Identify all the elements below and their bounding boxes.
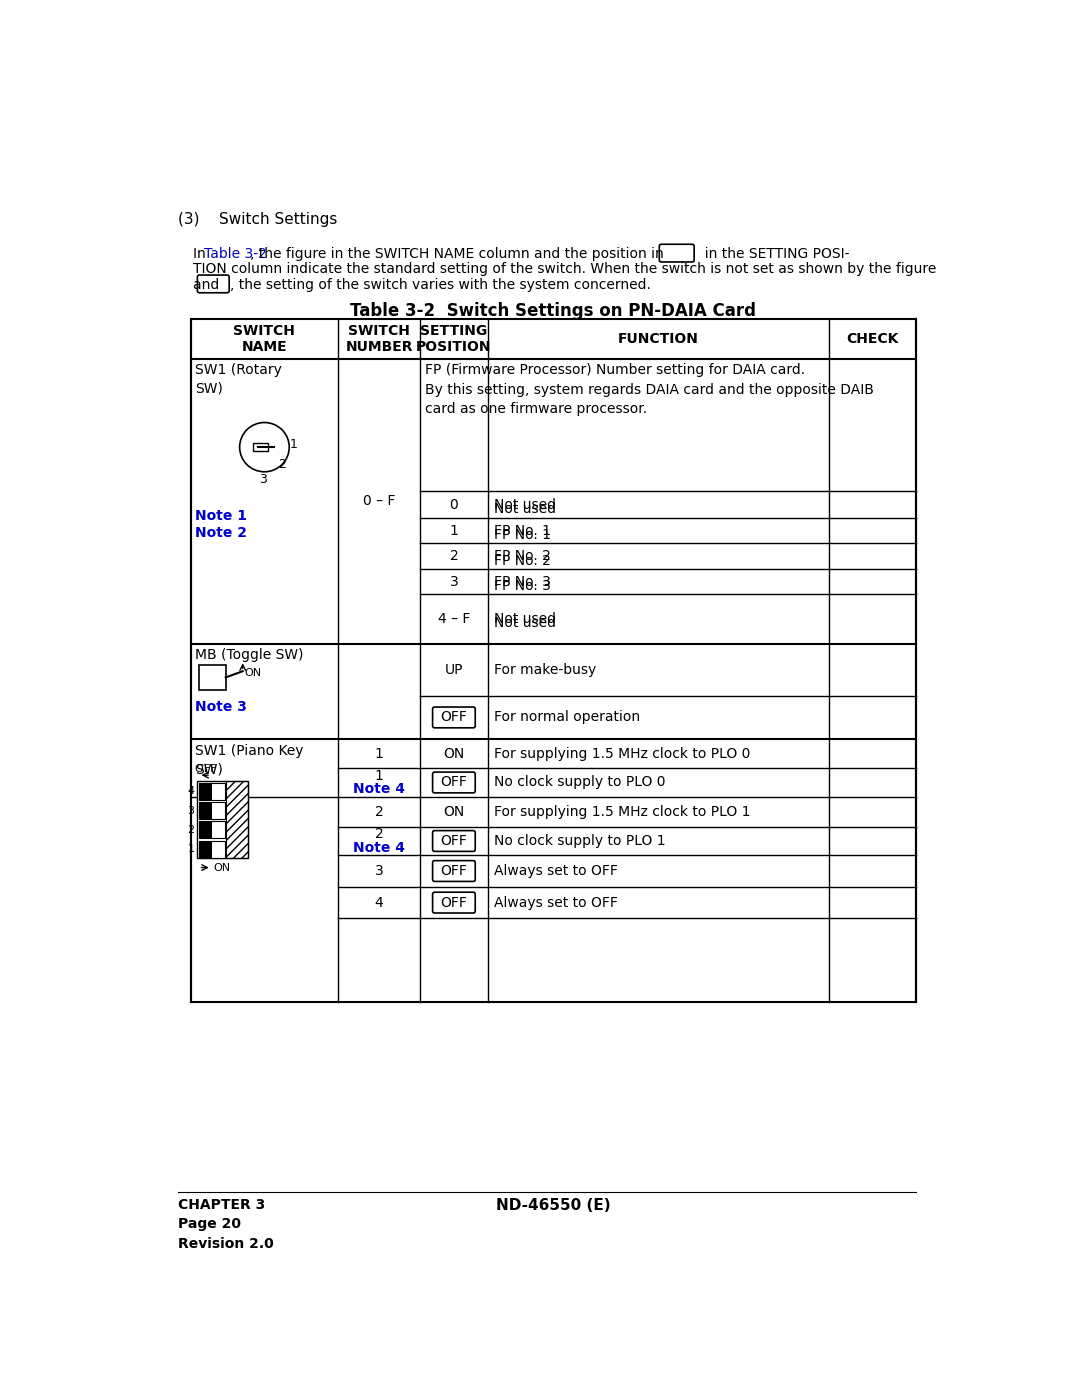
FancyBboxPatch shape <box>433 707 475 728</box>
Text: 2: 2 <box>449 549 458 563</box>
FancyBboxPatch shape <box>659 244 694 263</box>
Text: For supplying 1.5 MHz clock to PLO 1: For supplying 1.5 MHz clock to PLO 1 <box>494 805 751 819</box>
Text: 1: 1 <box>291 437 298 451</box>
Text: OFF: OFF <box>441 863 468 879</box>
Text: For normal operation: For normal operation <box>494 711 640 725</box>
Text: 3: 3 <box>449 574 458 588</box>
Text: , the figure in the SWITCH NAME column and the position in: , the figure in the SWITCH NAME column a… <box>249 247 663 261</box>
Text: Not used: Not used <box>494 502 556 515</box>
Text: MB (Toggle SW): MB (Toggle SW) <box>195 648 303 662</box>
Text: 3: 3 <box>375 863 383 879</box>
Text: For supplying 1.5 MHz clock to PLO 0: For supplying 1.5 MHz clock to PLO 0 <box>494 746 751 760</box>
FancyBboxPatch shape <box>433 861 475 882</box>
Text: UP: UP <box>445 662 463 676</box>
Text: FP No. 1: FP No. 1 <box>494 528 551 542</box>
Text: SETTING
POSITION: SETTING POSITION <box>416 324 491 353</box>
Text: SW1 (Piano Key
SW): SW1 (Piano Key SW) <box>195 743 303 775</box>
Text: CHECK: CHECK <box>847 332 899 346</box>
FancyBboxPatch shape <box>433 893 475 914</box>
Text: Not used: Not used <box>494 616 556 630</box>
Text: OFF: OFF <box>195 764 220 774</box>
Text: ND-46550 (E): ND-46550 (E) <box>496 1197 611 1213</box>
Text: , the setting of the switch varies with the system concerned.: , the setting of the switch varies with … <box>230 278 650 292</box>
Text: Not used: Not used <box>494 497 556 511</box>
Text: FUNCTION: FUNCTION <box>618 332 699 346</box>
Text: Table 3-2  Switch Settings on PN-DAIA Card: Table 3-2 Switch Settings on PN-DAIA Car… <box>351 302 756 320</box>
Text: 1: 1 <box>375 768 383 782</box>
Text: Always set to OFF: Always set to OFF <box>494 863 618 879</box>
Text: SWITCH
NAME: SWITCH NAME <box>233 324 295 353</box>
Text: SW1 (Rotary
SW): SW1 (Rotary SW) <box>195 363 282 395</box>
Text: ON: ON <box>213 862 230 873</box>
Bar <box>253 443 268 451</box>
FancyBboxPatch shape <box>433 831 475 851</box>
Text: 1: 1 <box>188 844 194 854</box>
Text: SWITCH
NUMBER: SWITCH NUMBER <box>346 324 413 353</box>
Bar <box>199 665 226 690</box>
Text: and: and <box>193 278 228 292</box>
Text: FP (Firmware Processor) Number setting for DAIA card.
By this setting, system re: FP (Firmware Processor) Number setting f… <box>424 363 874 416</box>
Bar <box>197 781 248 858</box>
Text: OFF: OFF <box>441 834 468 848</box>
Bar <box>199 841 212 858</box>
Bar <box>199 841 225 858</box>
Bar <box>199 802 225 819</box>
Text: 4: 4 <box>375 895 383 909</box>
Text: Note 1: Note 1 <box>195 509 247 522</box>
Text: 0 – F: 0 – F <box>363 495 395 509</box>
Text: In: In <box>193 247 211 261</box>
Text: OFF: OFF <box>441 895 468 909</box>
Text: 2: 2 <box>188 824 194 835</box>
Text: No clock supply to PLO 1: No clock supply to PLO 1 <box>494 834 665 848</box>
Bar <box>227 781 248 858</box>
Text: Note 4: Note 4 <box>353 841 405 855</box>
Bar <box>191 320 916 1002</box>
Text: 2: 2 <box>278 458 286 471</box>
Text: Always set to OFF: Always set to OFF <box>494 895 618 909</box>
Text: TION column indicate the standard setting of the switch. When the switch is not : TION column indicate the standard settin… <box>193 263 936 277</box>
FancyBboxPatch shape <box>433 773 475 793</box>
Bar <box>199 802 212 819</box>
Text: Table 3-2: Table 3-2 <box>204 247 267 261</box>
Text: CHAPTER 3
Page 20
Revision 2.0: CHAPTER 3 Page 20 Revision 2.0 <box>177 1197 273 1250</box>
Text: ON: ON <box>244 668 261 678</box>
Text: 1: 1 <box>449 524 458 538</box>
Bar <box>199 821 212 838</box>
Text: OFF: OFF <box>441 711 468 725</box>
Text: ON: ON <box>443 746 464 760</box>
Text: FP No. 1: FP No. 1 <box>494 524 551 538</box>
Text: in the SETTING POSI-: in the SETTING POSI- <box>697 247 850 261</box>
Text: 4 – F: 4 – F <box>437 612 470 626</box>
Text: Note 3: Note 3 <box>195 700 247 714</box>
Text: 2: 2 <box>375 805 383 819</box>
Text: Not used: Not used <box>494 612 556 626</box>
Text: (3)    Switch Settings: (3) Switch Settings <box>177 211 337 226</box>
Text: No clock supply to PLO 0: No clock supply to PLO 0 <box>494 775 665 789</box>
Text: 2: 2 <box>375 827 383 841</box>
Text: OFF: OFF <box>441 775 468 789</box>
Text: For make-busy: For make-busy <box>494 662 596 676</box>
Bar <box>199 782 212 800</box>
Bar <box>199 782 225 800</box>
Text: 0: 0 <box>449 497 458 511</box>
Text: 4: 4 <box>188 787 194 796</box>
FancyBboxPatch shape <box>198 275 229 293</box>
Text: 3: 3 <box>259 474 268 486</box>
Text: Note 4: Note 4 <box>353 782 405 796</box>
Text: 3: 3 <box>188 806 194 816</box>
Text: FP No. 2: FP No. 2 <box>494 549 551 563</box>
Bar <box>199 821 225 838</box>
Text: FP No. 2: FP No. 2 <box>494 553 551 567</box>
Text: FP No. 3: FP No. 3 <box>494 574 551 588</box>
Text: FP No. 3: FP No. 3 <box>494 580 551 594</box>
Text: ON: ON <box>443 805 464 819</box>
Text: 1: 1 <box>375 746 383 760</box>
Text: Note 2: Note 2 <box>195 525 247 539</box>
